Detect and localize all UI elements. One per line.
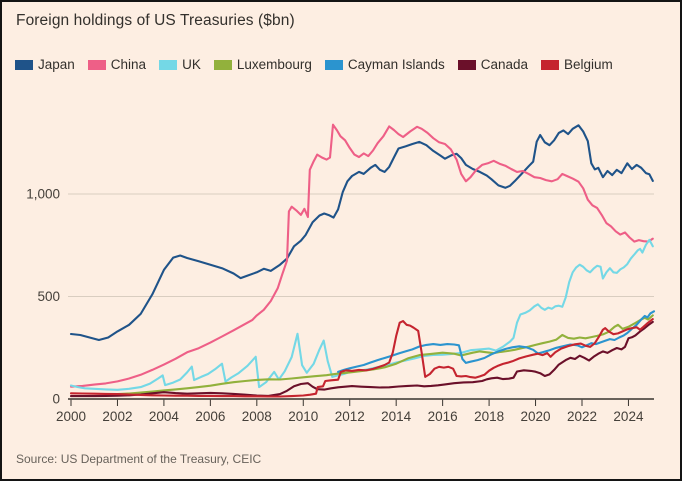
series-line-belgium: [69, 318, 654, 398]
legend-label-japan: Japan: [38, 57, 75, 72]
legend-swatch-belgium: [541, 59, 559, 70]
x-tick-label: 2012: [335, 409, 365, 424]
y-tick-label: 0: [52, 392, 60, 407]
y-tick-label: 1,000: [26, 187, 60, 202]
legend-item-canada: Canada: [457, 57, 528, 72]
x-tick-label: 2024: [613, 409, 644, 424]
legend-item-cayman-islands: Cayman Islands: [324, 57, 445, 72]
series-line-china: [69, 123, 654, 388]
legend-item-china: China: [87, 57, 147, 72]
y-tick-label: 500: [37, 289, 60, 304]
legend-item-uk: UK: [159, 57, 201, 72]
legend-swatch-uk: [159, 59, 178, 70]
x-tick-label: 2016: [428, 409, 458, 424]
legend-swatch-luxembourg: [213, 59, 232, 70]
legend-label-uk: UK: [182, 57, 201, 72]
series-line-canada: [69, 320, 654, 398]
series-line-uk: [69, 238, 654, 391]
x-tick-label: 2014: [381, 409, 412, 424]
x-tick-label: 2008: [242, 409, 272, 424]
chart-title: Foreign holdings of US Treasuries ($bn): [16, 12, 295, 29]
x-tick-label: 2010: [288, 409, 318, 424]
legend-label-canada: Canada: [480, 57, 528, 72]
series-line-luxembourg: [116, 314, 654, 396]
x-tick-label: 2022: [567, 409, 597, 424]
legend-label-cayman-islands: Cayman Islands: [347, 57, 445, 72]
x-tick-label: 2002: [102, 409, 132, 424]
x-tick-label: 2000: [56, 409, 86, 424]
legend-label-belgium: Belgium: [564, 57, 613, 72]
legend: Japan China UK Luxembourg Cayman Islands Cana…: [15, 57, 613, 72]
legend-swatch-cayman-islands: [324, 59, 343, 70]
series-line-japan: [69, 124, 654, 342]
series-line-cayman-islands: [337, 310, 656, 373]
source-note: Source: US Department of the Treasury, C…: [16, 452, 262, 466]
x-tick-label: 2004: [149, 409, 180, 424]
x-tick-label: 2018: [474, 409, 504, 424]
x-tick-label: 2020: [521, 409, 551, 424]
legend-item-luxembourg: Luxembourg: [213, 57, 312, 72]
legend-swatch-japan: [15, 59, 33, 70]
legend-swatch-china: [87, 59, 106, 70]
legend-swatch-canada: [457, 59, 476, 70]
x-tick-label: 2006: [195, 409, 225, 424]
legend-label-luxembourg: Luxembourg: [236, 57, 312, 72]
legend-label-china: China: [110, 57, 147, 72]
legend-item-belgium: Belgium: [541, 57, 613, 72]
legend-item-japan: Japan: [15, 57, 75, 72]
